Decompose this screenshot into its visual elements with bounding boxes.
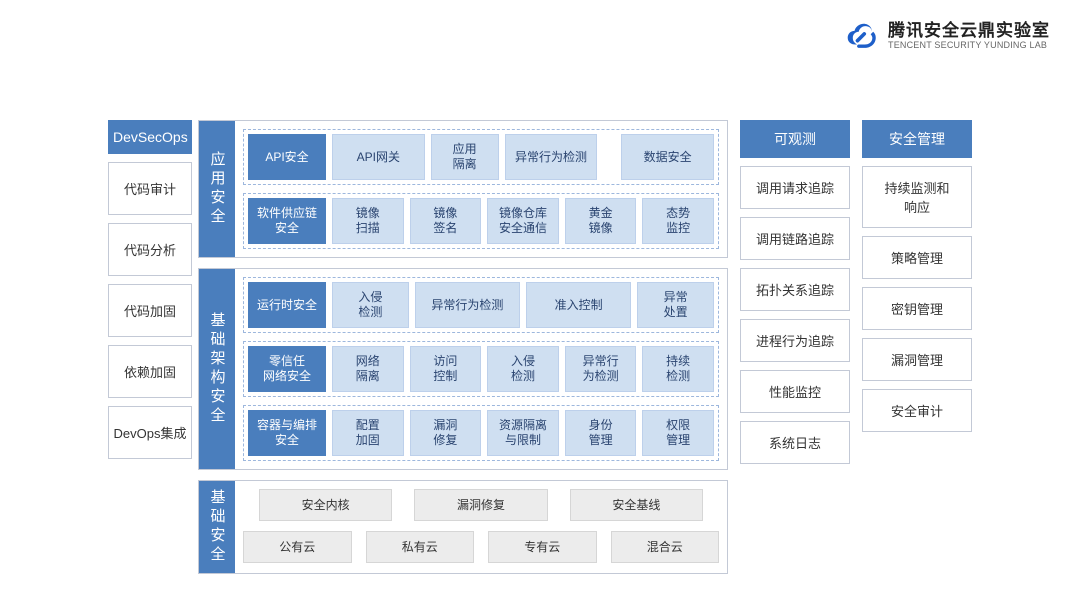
left-item: 代码审计 [108, 162, 192, 215]
chip: 安全内核 [259, 489, 392, 521]
left-item: 代码加固 [108, 284, 192, 337]
row-lead: 运行时安全 [248, 282, 326, 328]
mgmt-item: 漏洞管理 [862, 338, 972, 381]
chip: 异常行为检测 [415, 282, 520, 328]
logo-title-en: TENCENT SECURITY YUNDING LAB [888, 41, 1050, 51]
row-base-top: 安全内核 漏洞修复 安全基线 [243, 489, 719, 521]
mgmt-item: 策略管理 [862, 236, 972, 279]
col-security-mgmt: 安全管理 持续监测和响应 策略管理 密钥管理 漏洞管理 安全审计 [862, 120, 972, 574]
row-container: 容器与编排安全 配置加固 漏洞修复 资源隔离与限制 身份管理 权限管理 [243, 405, 719, 461]
chip: 数据安全 [621, 134, 714, 180]
section-base-security: 基础安全 安全内核 漏洞修复 安全基线 公有云 私有云 专有云 混合云 [198, 480, 728, 574]
chip: 黄金镜像 [565, 198, 637, 244]
chip: 公有云 [243, 531, 352, 563]
col-devsecops: DevSecOps 代码审计 代码分析 代码加固 依赖加固 DevOps集成 [108, 120, 192, 574]
chip: 配置加固 [332, 410, 404, 456]
obs-item: 进程行为追踪 [740, 319, 850, 362]
row-base-cloud: 公有云 私有云 专有云 混合云 [243, 529, 719, 565]
cloud-logo-icon [846, 22, 880, 50]
mgmt-item: 持续监测和响应 [862, 166, 972, 228]
logo-title-cn: 腾讯安全云鼎实验室 [888, 22, 1050, 41]
chip: 镜像扫描 [332, 198, 404, 244]
chip: 异常行为检测 [565, 346, 637, 392]
mgmt-item: 密钥管理 [862, 287, 972, 330]
section-app-security: 应用安全 API安全 API网关 应用隔离 异常行为检测 数据安全 软件供应链安… [198, 120, 728, 258]
col-head-devsecops: DevSecOps [108, 120, 192, 154]
row-api-security: API安全 API网关 应用隔离 异常行为检测 数据安全 [243, 129, 719, 185]
chip: 态势监控 [642, 198, 714, 244]
obs-item: 拓扑关系追踪 [740, 268, 850, 311]
chip: 专有云 [488, 531, 597, 563]
section-label: 应用安全 [199, 121, 235, 257]
row-runtime: 运行时安全 入侵检测 异常行为检测 准入控制 异常处置 [243, 277, 719, 333]
chip: 异常行为检测 [505, 134, 598, 180]
chip: 异常处置 [637, 282, 714, 328]
chip: 私有云 [366, 531, 475, 563]
chip: API网关 [332, 134, 425, 180]
chip: 应用隔离 [431, 134, 499, 180]
chip: 入侵检测 [487, 346, 559, 392]
row-zero-trust: 零信任网络安全 网络隔离 访问控制 入侵检测 异常行为检测 持续检测 [243, 341, 719, 397]
left-item: 代码分析 [108, 223, 192, 276]
col-center: 应用安全 API安全 API网关 应用隔离 异常行为检测 数据安全 软件供应链安… [198, 120, 728, 574]
chip: 身份管理 [565, 410, 637, 456]
obs-item: 调用请求追踪 [740, 166, 850, 209]
left-item: DevOps集成 [108, 406, 192, 459]
architecture-diagram: DevSecOps 代码审计 代码分析 代码加固 依赖加固 DevOps集成 应… [108, 120, 978, 574]
section-label: 基础架构安全 [199, 269, 235, 469]
col-head-mgmt: 安全管理 [862, 120, 972, 158]
col-observability: 可观测 调用请求追踪 调用链路追踪 拓扑关系追踪 进程行为追踪 性能监控 系统日… [740, 120, 850, 574]
left-item: 依赖加固 [108, 345, 192, 398]
row-lead: 零信任网络安全 [248, 346, 326, 392]
chip: 网络隔离 [332, 346, 404, 392]
brand-logo: 腾讯安全云鼎实验室 TENCENT SECURITY YUNDING LAB [846, 22, 1050, 51]
obs-item: 性能监控 [740, 370, 850, 413]
obs-item: 调用链路追踪 [740, 217, 850, 260]
mgmt-item: 安全审计 [862, 389, 972, 432]
chip: 持续检测 [642, 346, 714, 392]
chip: 资源隔离与限制 [487, 410, 559, 456]
chip: 准入控制 [526, 282, 631, 328]
section-label: 基础安全 [199, 481, 235, 573]
chip: 入侵检测 [332, 282, 409, 328]
chip: 访问控制 [410, 346, 482, 392]
row-supply-chain: 软件供应链安全 镜像扫描 镜像签名 镜像仓库安全通信 黄金镜像 态势监控 [243, 193, 719, 249]
row-lead: API安全 [248, 134, 326, 180]
chip: 混合云 [611, 531, 720, 563]
chip: 安全基线 [570, 489, 703, 521]
chip: 漏洞修复 [414, 489, 547, 521]
chip: 漏洞修复 [410, 410, 482, 456]
chip: 权限管理 [642, 410, 714, 456]
chip: 镜像签名 [410, 198, 482, 244]
obs-item: 系统日志 [740, 421, 850, 464]
chip: 镜像仓库安全通信 [487, 198, 559, 244]
section-infra-security: 基础架构安全 运行时安全 入侵检测 异常行为检测 准入控制 异常处置 零信任网络… [198, 268, 728, 470]
row-lead: 软件供应链安全 [248, 198, 326, 244]
col-head-obs: 可观测 [740, 120, 850, 158]
row-lead: 容器与编排安全 [248, 410, 326, 456]
